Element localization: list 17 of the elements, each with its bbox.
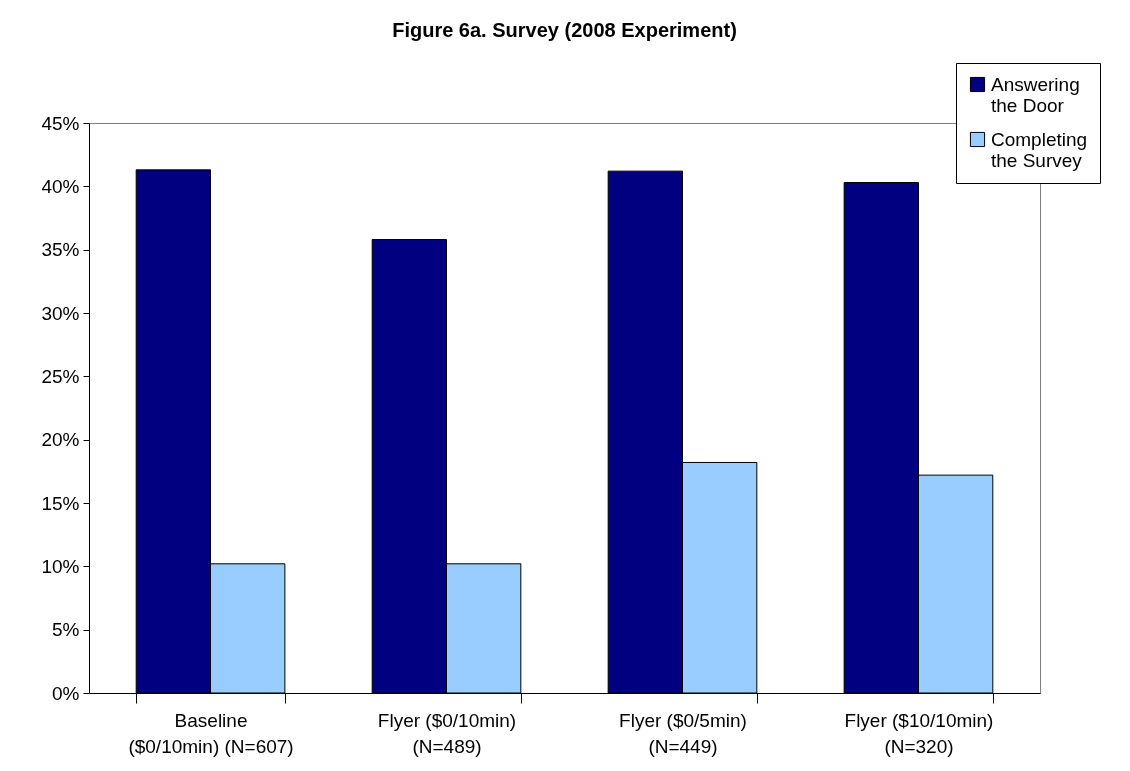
x-tick-label: Baseline ($0/10min) (N=607) <box>128 709 294 757</box>
y-tick-label: 40% <box>41 175 80 197</box>
y-tick-label: 10% <box>41 555 80 577</box>
y-tick-label: 15% <box>41 492 80 514</box>
legend-label: Answering the Door <box>991 73 1080 116</box>
y-tick-label: 45% <box>41 112 80 134</box>
legend-label: Completing the Survey <box>991 128 1088 171</box>
y-tick-label: 20% <box>41 429 80 451</box>
x-tick-label: Flyer ($0/5min) (N=449) <box>619 709 747 757</box>
x-tick-label: Flyer ($0/10min) (N=489) <box>377 709 517 757</box>
y-tick-label: 0% <box>52 682 80 704</box>
y-tick-label: 30% <box>41 302 80 324</box>
y-tick-label: 5% <box>52 619 80 641</box>
chart-title: Figure 6a. Survey (2008 Experiment) <box>392 18 737 41</box>
x-tick-label: Flyer ($10/10min) (N=320) <box>844 709 994 757</box>
y-tick-label: 35% <box>41 239 80 261</box>
y-tick-label: 25% <box>41 365 80 387</box>
